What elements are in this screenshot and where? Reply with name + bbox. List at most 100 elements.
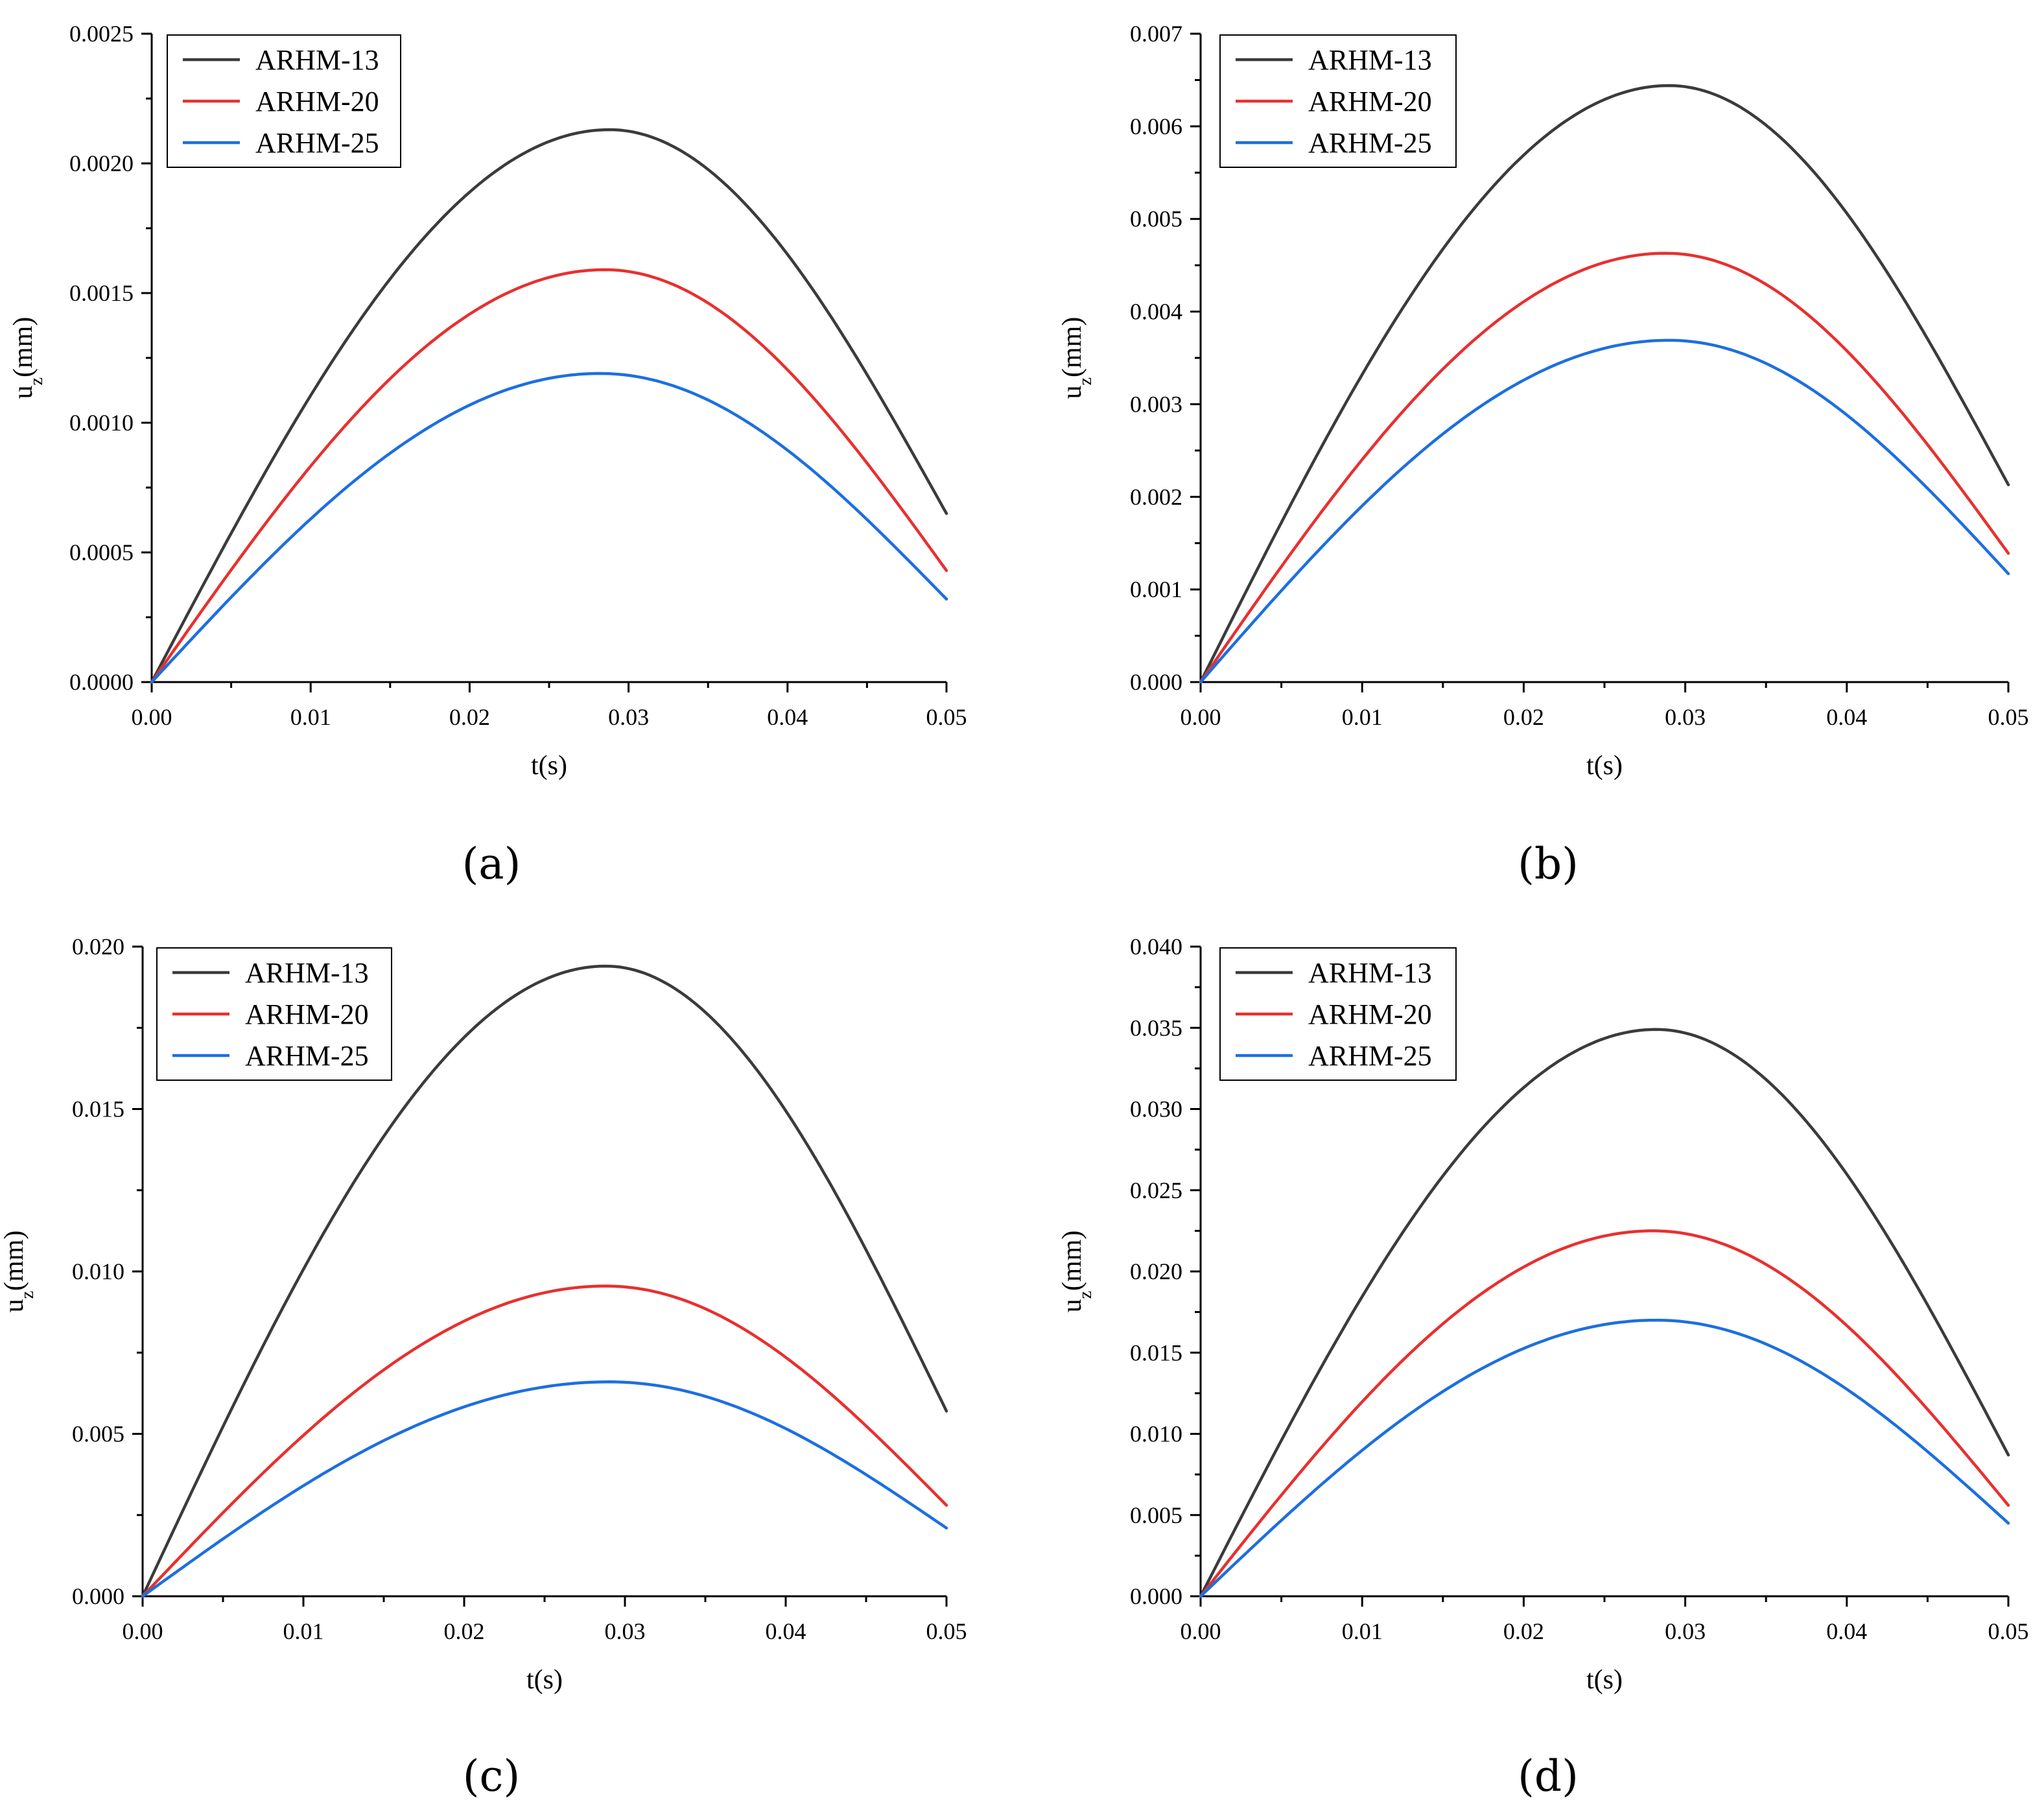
y-axis-title-unit: (mm) xyxy=(1057,317,1087,377)
x-tick-label: 0.01 xyxy=(283,1618,324,1644)
legend-label: ARHM-25 xyxy=(1308,1040,1432,1072)
y-axis-title-subscript: z xyxy=(1075,1291,1096,1299)
y-tick-label: 0.010 xyxy=(1130,1421,1182,1447)
x-tick-label: 0.02 xyxy=(444,1618,485,1644)
x-axis-title: t(s) xyxy=(526,1665,563,1695)
x-tick-label: 0.05 xyxy=(1988,1618,2029,1644)
y-tick-label: 0.0000 xyxy=(69,669,134,695)
x-tick-label: 0.01 xyxy=(1342,704,1383,730)
x-tick-label: 0.05 xyxy=(926,704,967,730)
y-tick-label: 0.0010 xyxy=(69,410,134,436)
x-axis-title: t(s) xyxy=(531,751,567,781)
legend-label: ARHM-25 xyxy=(255,127,379,159)
legend-label: ARHM-13 xyxy=(255,44,379,76)
legend-label: ARHM-20 xyxy=(1308,998,1432,1030)
y-axis-title: uz(mm) xyxy=(8,317,47,399)
x-tick-label: 0.04 xyxy=(767,704,808,730)
x-tick-label: 0.00 xyxy=(132,704,172,730)
series-line-arhm-25 xyxy=(1199,338,2010,684)
y-tick-label: 0.005 xyxy=(72,1421,124,1447)
y-tick-label: 0.001 xyxy=(1130,576,1182,602)
y-tick-label: 0.035 xyxy=(1130,1015,1182,1041)
panel-label: (c) xyxy=(463,1751,520,1801)
chart-panel-2: 0.00 0.01 0.02 0.03 0.04 0.05 0.000 0.001 0.002 0… xyxy=(1057,21,2029,889)
legend-label: ARHM-20 xyxy=(1308,86,1432,117)
y-tick-label: 0.003 xyxy=(1130,391,1182,417)
y-tick-label: 0.0005 xyxy=(69,539,134,565)
legend-label: ARHM-20 xyxy=(245,998,369,1030)
legend: ARHM-13 ARHM-20 ARHM-25 xyxy=(167,34,401,168)
x-tick-label: 0.03 xyxy=(1665,704,1706,730)
series-line-arhm-13 xyxy=(141,964,948,1598)
y-tick-label: 0.020 xyxy=(72,934,124,960)
x-tick-label: 0.01 xyxy=(1342,1618,1383,1644)
chart-panel-3: 0.00 0.01 0.02 0.03 0.04 0.05 0.000 0.005 0.010 0… xyxy=(0,934,967,1801)
y-tick-label: 0.040 xyxy=(1130,934,1182,960)
y-tick-label: 0.002 xyxy=(1130,484,1182,510)
x-axis-title: t(s) xyxy=(1586,1665,1623,1695)
x-tick-label: 0.04 xyxy=(766,1618,806,1644)
y-tick-label: 0.000 xyxy=(1130,1583,1182,1609)
y-axis-title-main: u xyxy=(1057,1299,1087,1312)
x-tick-label: 0.04 xyxy=(1826,704,1867,730)
legend: ARHM-13 ARHM-20 ARHM-25 xyxy=(1219,34,1457,168)
y-tick-label: 0.015 xyxy=(72,1096,124,1122)
y-tick-label: 0.0015 xyxy=(69,280,134,306)
x-tick-label: 0.02 xyxy=(449,704,490,730)
y-tick-label: 0.006 xyxy=(1130,113,1182,139)
y-tick-label: 0.005 xyxy=(1130,1502,1182,1528)
legend: ARHM-13 ARHM-20 ARHM-25 xyxy=(1219,947,1457,1081)
y-axis-title-unit: (mm) xyxy=(1057,1231,1087,1291)
chart-panel-4: 0.00 0.01 0.02 0.03 0.04 0.05 0.000 0.005 0.010 0… xyxy=(1057,934,2029,1801)
series-line-arhm-20 xyxy=(141,1284,948,1598)
y-tick-label: 0.015 xyxy=(1130,1340,1182,1365)
x-tick-label: 0.00 xyxy=(1181,704,1221,730)
y-axis-title-main: u xyxy=(1057,385,1087,399)
legend-label: ARHM-25 xyxy=(245,1040,369,1072)
x-tick-label: 0.02 xyxy=(1503,1618,1544,1644)
y-axis-title-main: u xyxy=(8,385,38,399)
y-axis-title: uz(mm) xyxy=(1057,317,1096,399)
x-tick-label: 0.03 xyxy=(1665,1618,1706,1644)
y-axis-title-subscript: z xyxy=(18,1291,38,1299)
x-tick-label: 0.05 xyxy=(926,1618,967,1644)
y-tick-label: 0.030 xyxy=(1130,1096,1182,1122)
series-line-arhm-20 xyxy=(1199,252,2010,684)
y-tick-label: 0.005 xyxy=(1130,206,1182,232)
x-tick-label: 0.03 xyxy=(605,1618,646,1644)
series-line-arhm-25 xyxy=(141,1380,948,1598)
x-tick-label: 0.00 xyxy=(123,1618,163,1644)
chart-panel-1: 0.00 0.01 0.02 0.03 0.04 0.05 0.0000 0.0005 0.00… xyxy=(8,21,967,889)
series-line-arhm-13 xyxy=(150,128,948,684)
x-axis-title: t(s) xyxy=(1586,751,1623,781)
y-axis-title-unit: (mm) xyxy=(0,1231,29,1291)
x-tick-label: 0.02 xyxy=(1503,704,1544,730)
y-tick-label: 0.004 xyxy=(1130,299,1182,325)
y-tick-label: 0.007 xyxy=(1130,21,1182,47)
panel-label: (d) xyxy=(1518,1751,1579,1801)
y-tick-label: 0.010 xyxy=(72,1258,124,1284)
x-tick-label: 0.00 xyxy=(1181,1618,1221,1644)
y-tick-label: 0.0020 xyxy=(69,150,134,176)
legend-label: ARHM-13 xyxy=(245,957,369,989)
panel-label: (a) xyxy=(462,839,521,889)
legend-label: ARHM-25 xyxy=(1308,127,1432,159)
x-tick-label: 0.05 xyxy=(1988,704,2029,730)
panel-label: (b) xyxy=(1518,839,1579,889)
y-axis-title-subscript: z xyxy=(27,377,47,385)
legend: ARHM-13 ARHM-20 ARHM-25 xyxy=(156,947,392,1081)
series-line-arhm-20 xyxy=(150,268,948,684)
y-tick-label: 0.000 xyxy=(1130,669,1182,695)
series-line-arhm-20 xyxy=(1199,1229,2010,1598)
legend-label: ARHM-20 xyxy=(255,86,379,117)
y-axis-title-main: u xyxy=(0,1299,29,1312)
y-tick-label: 0.0025 xyxy=(69,21,134,47)
series-line-arhm-13 xyxy=(1199,84,2010,684)
legend-label: ARHM-13 xyxy=(1308,44,1432,76)
y-tick-label: 0.025 xyxy=(1130,1177,1182,1203)
series-line-arhm-13 xyxy=(1199,1028,2010,1598)
y-tick-label: 0.020 xyxy=(1130,1258,1182,1284)
x-tick-label: 0.03 xyxy=(608,704,649,730)
y-axis-title-subscript: z xyxy=(1075,377,1096,385)
